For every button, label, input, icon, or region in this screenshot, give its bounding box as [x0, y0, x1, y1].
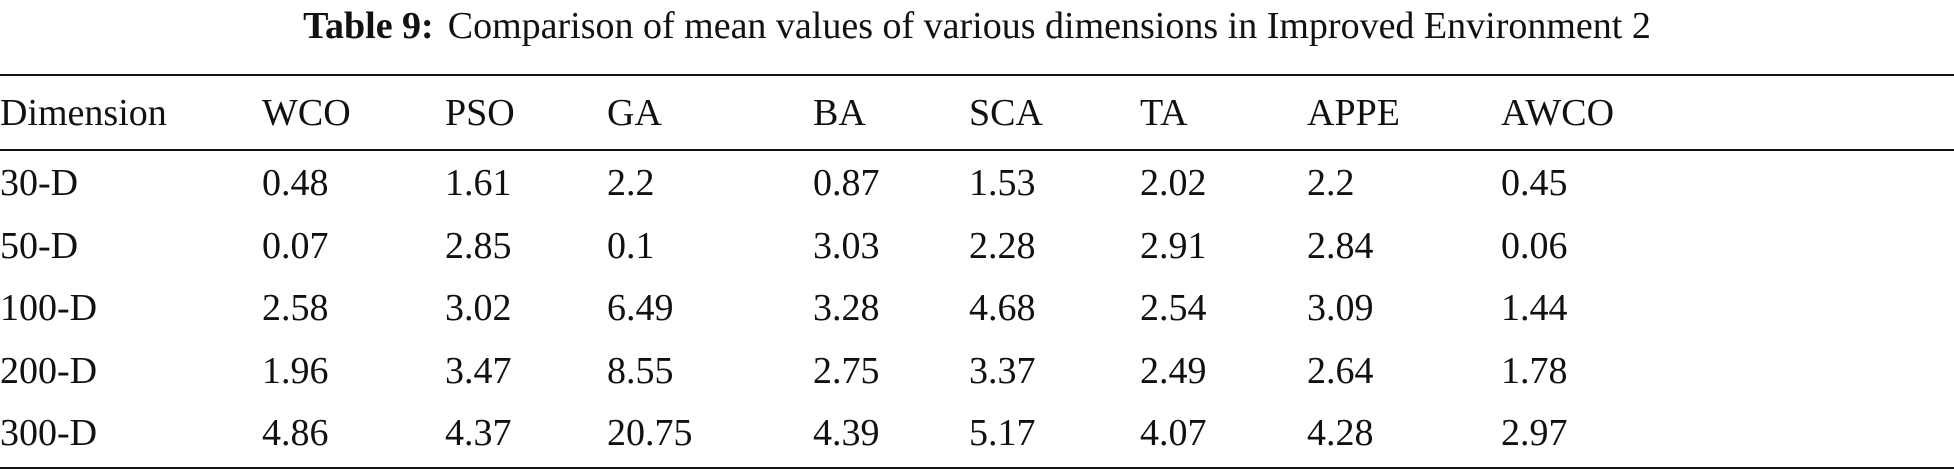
table-cell: 3.47	[445, 349, 512, 392]
header-wco: WCO	[262, 92, 351, 134]
table-cell: 50-D	[0, 224, 79, 267]
table-row: 30-D 0.48 1.61 2.2 0.87 1.53 2.02 2.2 0.…	[0, 144, 1954, 215]
table-cell: 4.39	[813, 412, 880, 455]
table-cell: 2.02	[1140, 162, 1207, 205]
table-header-row: Dimension WCO PSO GA BA SCA TA APPE AWCO	[0, 82, 1954, 144]
table-cell: 0.45	[1501, 162, 1568, 205]
table-caption-label: Table 9:	[303, 5, 434, 47]
table-cell: 2.58	[262, 287, 329, 330]
table-cell: 4.68	[969, 287, 1036, 330]
header-pso: PSO	[445, 92, 515, 134]
header-appe: APPE	[1307, 92, 1400, 134]
header-sca: SCA	[969, 92, 1043, 134]
table-caption-text: Comparison of mean values of various dim…	[447, 5, 1651, 47]
table-cell: 3.09	[1307, 287, 1374, 330]
table-cell: 2.54	[1140, 287, 1207, 330]
table-cell: 2.85	[445, 224, 512, 267]
table-row: 50-D 0.07 2.85 0.1 3.03 2.28 2.91 2.84 0…	[0, 215, 1954, 278]
table-cell: 2.75	[813, 349, 880, 392]
table-caption: Table 9: Comparison of mean values of var…	[0, 2, 1954, 50]
table-cell: 2.2	[607, 162, 655, 205]
table-cell: 2.91	[1140, 224, 1207, 267]
table-cell: 1.44	[1501, 287, 1568, 330]
table-cell: 0.48	[262, 162, 329, 205]
table-cell: 200-D	[0, 349, 98, 392]
table-cell: 0.06	[1501, 224, 1568, 267]
table-cell: 2.28	[969, 224, 1036, 267]
table-cell: 4.07	[1140, 412, 1207, 455]
table-cell: 4.28	[1307, 412, 1374, 455]
table-cell: 2.97	[1501, 412, 1568, 455]
table-cell: 3.28	[813, 287, 880, 330]
table-bottom-rule	[0, 467, 1954, 469]
table-cell: 0.87	[813, 162, 880, 205]
table-cell: 2.49	[1140, 349, 1207, 392]
table-cell: 4.37	[445, 412, 512, 455]
table-cell: 300-D	[0, 412, 98, 455]
table-cell: 0.1	[607, 224, 655, 267]
table-cell: 3.37	[969, 349, 1036, 392]
table-row: 300-D 4.86 4.37 20.75 4.39 5.17 4.07 4.2…	[0, 402, 1954, 465]
table-cell: 1.96	[262, 349, 329, 392]
table-cell: 5.17	[969, 412, 1036, 455]
table-cell: 2.84	[1307, 224, 1374, 267]
header-ba: BA	[813, 92, 866, 134]
table-cell: 1.78	[1501, 349, 1568, 392]
table-cell: 20.75	[607, 412, 693, 455]
header-dimension: Dimension	[0, 92, 167, 134]
header-ga: GA	[607, 92, 662, 134]
table-header-rule	[0, 149, 1954, 151]
table-cell: 1.53	[969, 162, 1036, 205]
table-cell: 0.07	[262, 224, 329, 267]
table-cell: 1.61	[445, 162, 512, 205]
comparison-table: Dimension WCO PSO GA BA SCA TA APPE AWCO…	[0, 82, 1954, 465]
table-cell: 100-D	[0, 287, 98, 330]
table-cell: 2.64	[1307, 349, 1374, 392]
table-row: 200-D 1.96 3.47 8.55 2.75 3.37 2.49 2.64…	[0, 340, 1954, 403]
table-cell: 30-D	[0, 162, 79, 205]
table-cell: 3.03	[813, 224, 880, 267]
header-ta: TA	[1140, 92, 1188, 134]
table-top-rule	[0, 74, 1954, 76]
table-cell: 4.86	[262, 412, 329, 455]
table-cell: 3.02	[445, 287, 512, 330]
table-row: 100-D 2.58 3.02 6.49 3.28 4.68 2.54 3.09…	[0, 277, 1954, 340]
table-cell: 2.2	[1307, 162, 1355, 205]
table-cell: 8.55	[607, 349, 674, 392]
header-awco: AWCO	[1501, 92, 1615, 134]
table-cell: 6.49	[607, 287, 674, 330]
